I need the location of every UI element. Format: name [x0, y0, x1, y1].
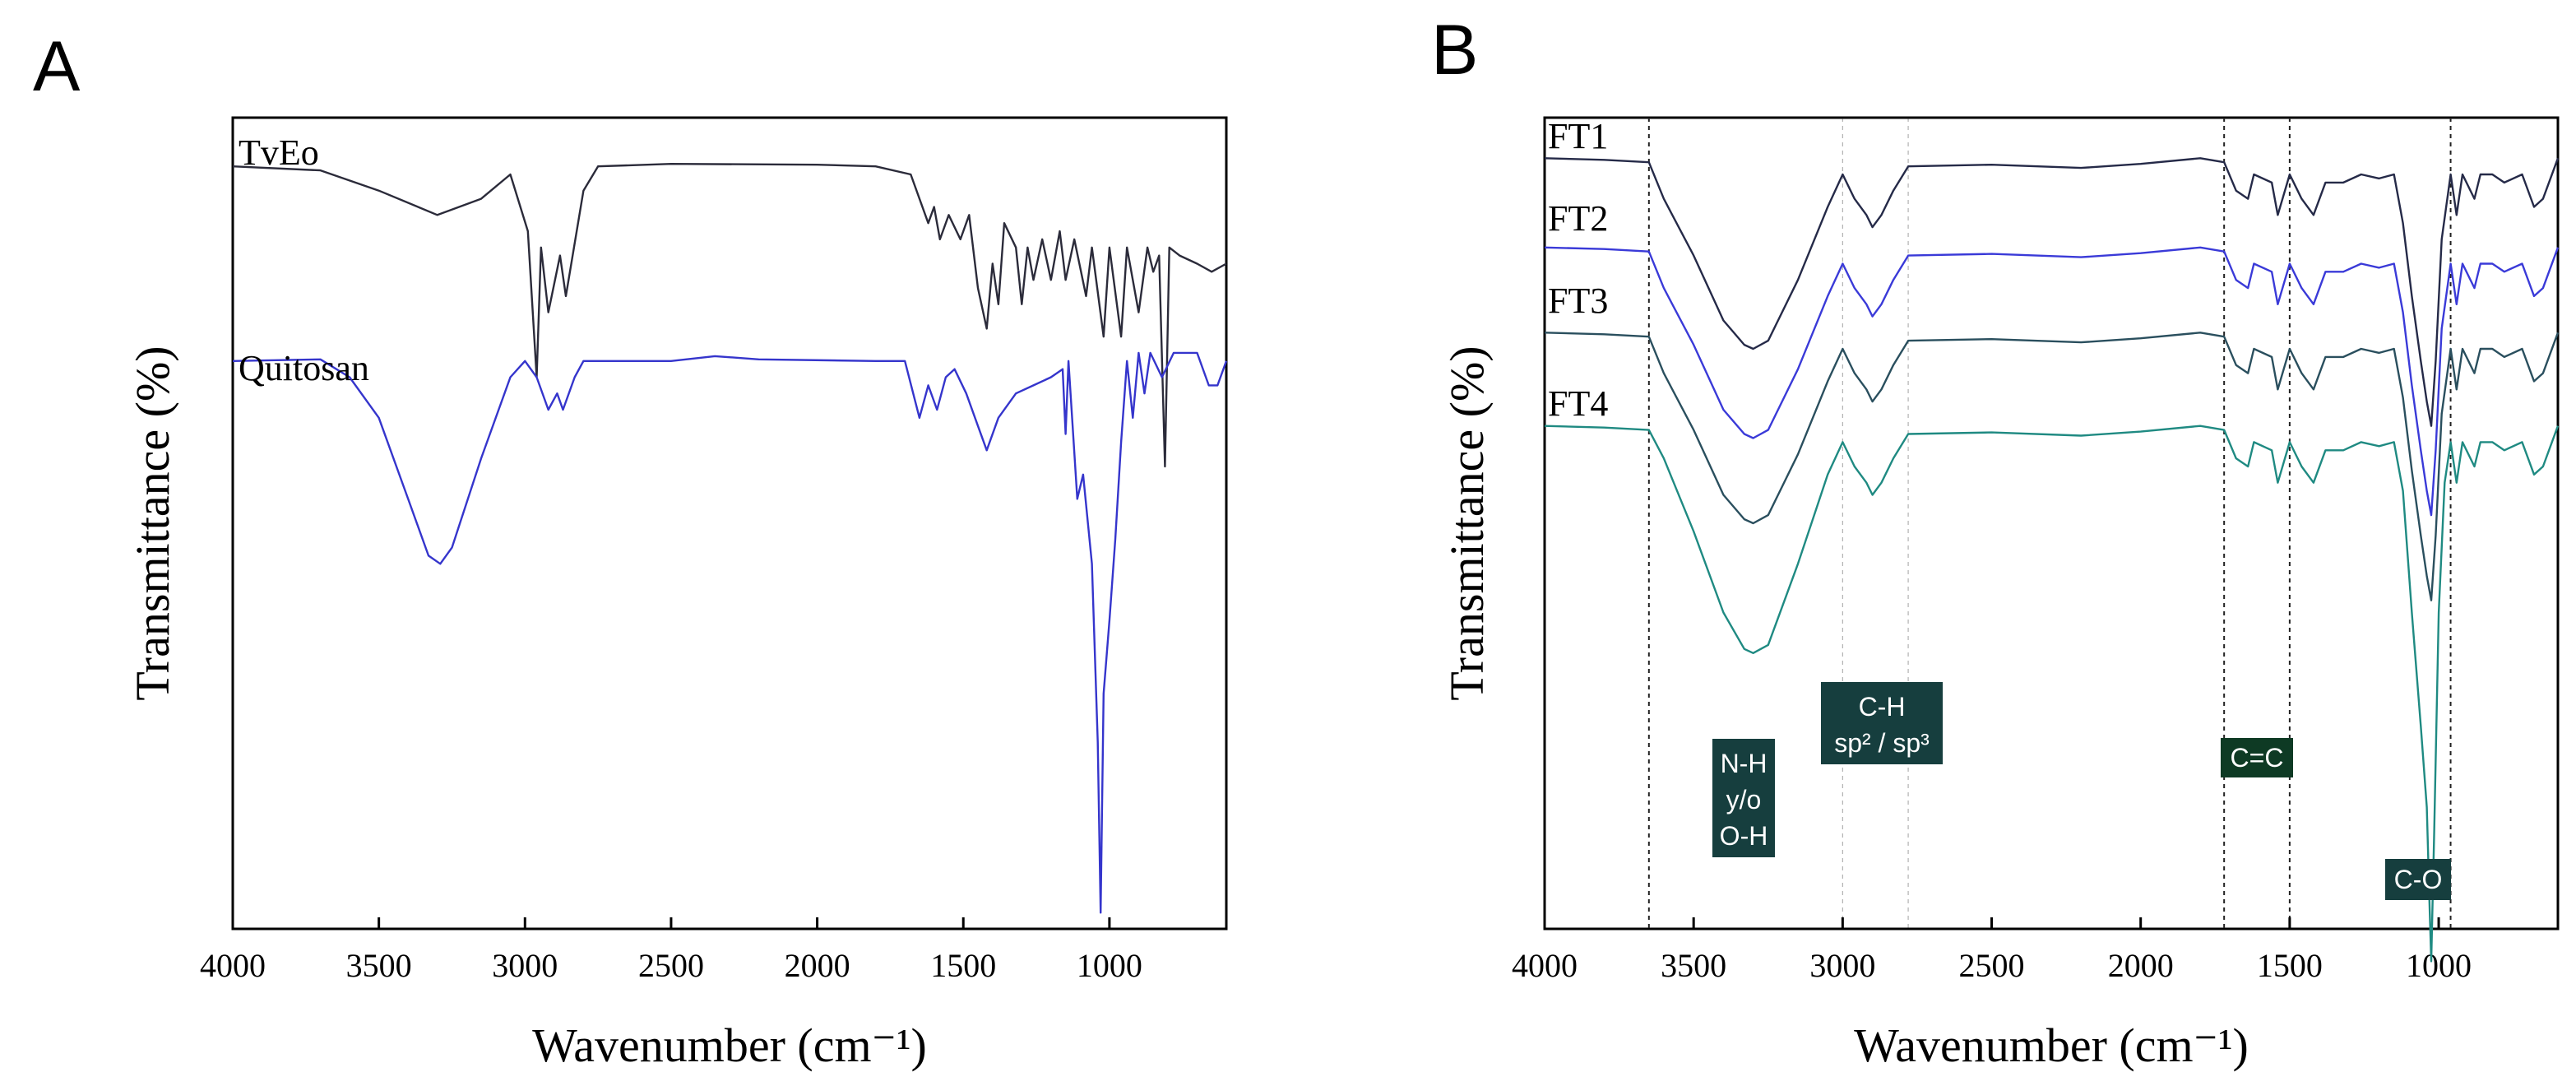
series-label-ft3: FT3: [1548, 281, 1608, 321]
series-label-ft2: FT2: [1548, 198, 1608, 239]
annotation-text-cc: C=C: [2231, 743, 2284, 773]
annotation-text-sp: sp² / sp³: [1834, 728, 1930, 758]
plot-frame-b: [1543, 116, 2560, 931]
x-tick-label-b-3500: 3500: [1661, 947, 1726, 984]
spectrum-line-ft1: [1544, 157, 2560, 427]
annotation-cc: C=C: [2221, 738, 2293, 777]
x-tick-label-a-3000: 3000: [492, 947, 558, 984]
panel-b: B 4000 3500 3000 2500 2000 1500 1000 FT1 FT2 F…: [1431, 11, 2560, 1072]
x-tick-label-a-1500: 1500: [930, 947, 996, 984]
x-tick-label-a-2500: 2500: [638, 947, 704, 984]
x-axis-label-b: Wavenumber (cm⁻¹): [1854, 1019, 2249, 1072]
annotation-co: C-O: [2385, 859, 2451, 900]
x-tick-label-b-2000: 2000: [2108, 947, 2174, 984]
x-tick-label-a-2000: 2000: [785, 947, 850, 984]
x-tick-label-b-2500: 2500: [1959, 947, 2025, 984]
annotation-text-oh: O-H: [1720, 821, 1768, 851]
x-ticks-b: 4000 3500 3000 2500 2000 1500 1000: [1512, 917, 2472, 984]
panel-letter-a: A: [33, 27, 81, 106]
annotation-text-co: C-O: [2394, 865, 2443, 894]
x-ticks-a: 4000 3500 3000 2500 2000 1500 1000: [200, 917, 1142, 984]
spectrum-line-quitosan: [232, 351, 1228, 914]
annotation-nh-oh: N-H y/o O-H: [1712, 739, 1775, 857]
spectrum-line-tveo: [232, 163, 1227, 468]
y-axis-label-a: Transmittance (%): [126, 346, 179, 700]
annotation-text-yo: y/o: [1726, 785, 1762, 814]
series-label-tveo: TvEo: [239, 132, 319, 173]
annotation-ch: C-H sp² / sp³: [1821, 682, 1943, 764]
x-tick-label-b-4000: 4000: [1512, 947, 1578, 984]
series-label-ft4: FT4: [1548, 383, 1608, 424]
series-lines-b: [1544, 157, 2560, 963]
x-tick-label-b-3000: 3000: [1809, 947, 1875, 984]
annotation-box-ch: [1821, 682, 1943, 764]
x-tick-label-b-1500: 1500: [2257, 947, 2323, 984]
y-axis-label-b: Transmittance (%): [1440, 346, 1494, 700]
panel-letter-b: B: [1431, 11, 1478, 90]
annotation-text-ch: C-H: [1859, 692, 1906, 722]
panel-a: A 4000 3500 3000 2500 2000 1500 1000 TvEo Quit…: [33, 27, 1228, 1072]
x-tick-label-a-1000: 1000: [1077, 947, 1142, 984]
series-label-quitosan: Quitosan: [239, 348, 369, 388]
series-label-ft1: FT1: [1548, 116, 1608, 156]
plot-frame-a: [231, 116, 1228, 931]
annotation-box-nh-oh: [1712, 739, 1775, 857]
x-tick-label-b-1000: 1000: [2406, 947, 2472, 984]
annotation-text-nh: N-H: [1721, 749, 1768, 778]
x-tick-label-a-4000: 4000: [200, 947, 266, 984]
annotation-box-cc: [2221, 738, 2293, 777]
x-tick-label-a-3500: 3500: [346, 947, 412, 984]
series-lines-a: [232, 163, 1228, 914]
annotation-box-co: [2385, 859, 2451, 900]
spectrum-line-ft2: [1544, 246, 2560, 517]
x-axis-label-a: Wavenumber (cm⁻¹): [532, 1019, 927, 1072]
spectrum-line-ft4: [1544, 425, 2560, 963]
spectrum-line-ft3: [1544, 332, 2560, 601]
